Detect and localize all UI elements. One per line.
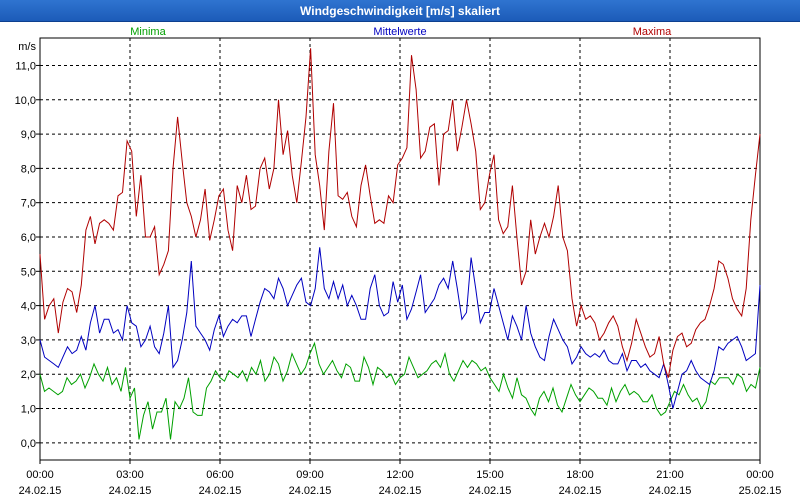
x-tick-label-time: 00:00 <box>746 469 774 481</box>
series-line-minima <box>39 341 761 440</box>
y-axis-label: m/s <box>18 41 36 53</box>
y-tick-label: 7,0 <box>21 198 36 210</box>
y-tick-label: 10,0 <box>15 95 36 107</box>
x-tick-label-time: 15:00 <box>476 469 504 481</box>
x-tick-label-date: 24.02.15 <box>199 485 242 497</box>
legend-label-maxima: Maxima <box>633 26 672 38</box>
x-tick-label-date: 24.02.15 <box>649 485 692 497</box>
x-tick-label-time: 03:00 <box>116 469 144 481</box>
x-tick-label-date: 24.02.15 <box>19 485 62 497</box>
series-line-maxima <box>39 48 761 378</box>
y-tick-label: 2,0 <box>21 369 36 381</box>
x-tick-label-date: 24.02.15 <box>559 485 602 497</box>
x-tick-label-time: 18:00 <box>566 469 594 481</box>
wind-speed-chart: 0,0 1,0 2,0 3,0 4,0 5,0 6,0 7,0 8,0 9,0 10,0 11,0 00… <box>15 26 782 497</box>
x-tick-label-time: 06:00 <box>206 469 234 481</box>
y-tick-label: 6,0 <box>21 232 36 244</box>
chart-title: Windgeschwindigkeit [m/s] skaliert <box>0 0 800 22</box>
y-tick-label: 3,0 <box>21 335 36 347</box>
legend-label-mittelwerte: Mittelwerte <box>373 26 426 38</box>
x-tick-label-date: 24.02.15 <box>109 485 152 497</box>
x-tick-label-date: 24.02.15 <box>289 485 332 497</box>
y-tick-label: 9,0 <box>21 129 36 141</box>
y-tick-label: 5,0 <box>21 266 36 278</box>
x-tick-label-date: 25.02.15 <box>739 485 782 497</box>
y-tick-label: 4,0 <box>21 301 36 313</box>
x-tick-label-time: 21:00 <box>656 469 684 481</box>
x-tick-label-time: 00:00 <box>26 469 54 481</box>
series-line-mittelwerte <box>39 247 761 409</box>
x-tick-label-time: 09:00 <box>296 469 324 481</box>
y-tick-label: 1,0 <box>21 404 36 416</box>
x-tick-label-time: 12:00 <box>386 469 414 481</box>
legend-label-minima: Minima <box>130 26 166 38</box>
chart-frame: 0,0 1,0 2,0 3,0 4,0 5,0 6,0 7,0 8,0 9,0 10,0 11,0 00… <box>0 22 800 500</box>
y-tick-label: 0,0 <box>21 438 36 450</box>
y-tick-label: 8,0 <box>21 163 36 175</box>
x-tick-label-date: 24.02.15 <box>379 485 422 497</box>
y-tick-label: 11,0 <box>15 60 36 72</box>
x-tick-label-date: 24.02.15 <box>469 485 512 497</box>
